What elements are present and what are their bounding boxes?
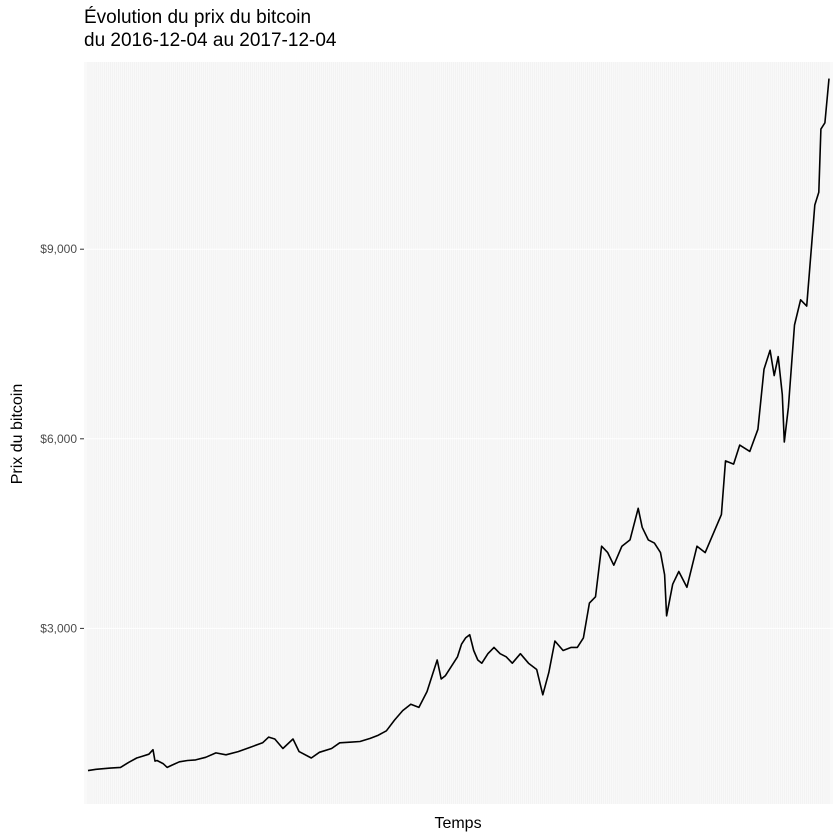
x-axis-title: Temps — [434, 815, 481, 832]
y-tick-label: $6,000 — [40, 432, 77, 446]
chart-subtitle-line: du 2016-12-04 au 2017-12-04 — [84, 30, 337, 51]
chart-title-line: Évolution du prix du bitcoin — [84, 7, 312, 28]
horizontal-grid-lines — [84, 248, 833, 629]
vertical-grid-lines — [87, 62, 830, 804]
y-axis-title: Prix du bitcoin — [9, 384, 26, 485]
y-axis: $3,000 $6,000 $9,000 — [40, 242, 84, 635]
bitcoin-price-line — [87, 78, 830, 772]
y-tick-label: $9,000 — [40, 242, 77, 256]
y-tick-label: $3,000 — [40, 621, 77, 635]
plot-panel — [84, 62, 833, 804]
chart-title: Évolution du prix du bitcoin du 2016-12-… — [84, 6, 336, 52]
